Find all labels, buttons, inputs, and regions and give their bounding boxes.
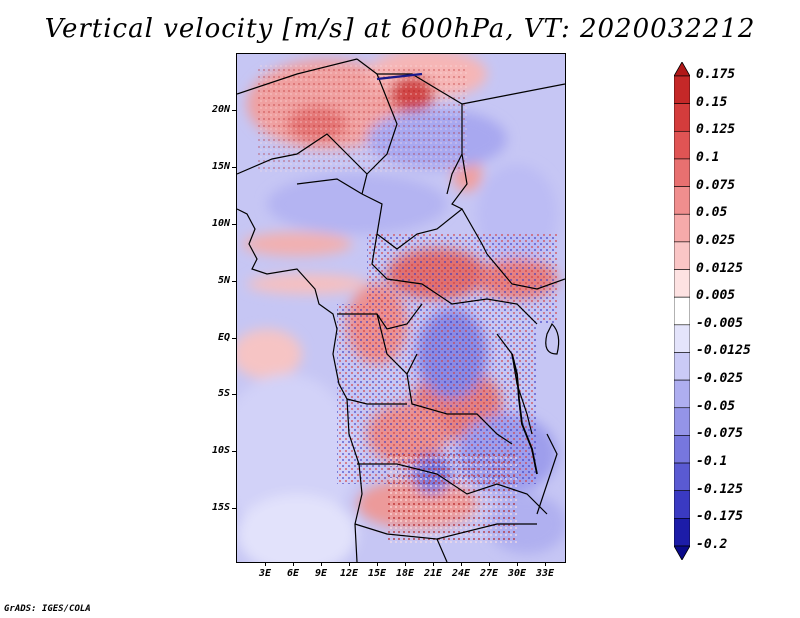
colorbar-level-label: 0.125	[696, 122, 736, 138]
lat-tick-label: 5S	[217, 388, 230, 399]
lon-tick-label: 15E	[367, 568, 387, 579]
colorbar-bin	[674, 518, 690, 547]
colorbar-level-label: -0.025	[696, 371, 743, 387]
lat-tick-mark	[232, 508, 236, 509]
colorbar-level-label: -0.1	[696, 454, 728, 470]
colorbar-level-label: -0.05	[696, 398, 736, 414]
lat-tick-label: 10N	[211, 218, 230, 229]
lon-tick-mark	[489, 562, 490, 566]
convective-speckle	[257, 64, 557, 544]
lon-tick-label: 27E	[479, 568, 499, 579]
lon-tick-mark	[461, 562, 462, 566]
lat-tick-label: 15S	[211, 502, 230, 513]
footer-credit: GrADS: IGES/COLA	[4, 604, 91, 614]
velocity-field	[237, 54, 565, 562]
lat-tick-mark	[232, 167, 236, 168]
lat-tick-label: 15N	[211, 161, 230, 172]
colorbar-level-label: -0.075	[696, 426, 743, 442]
lon-tick-mark	[517, 562, 518, 566]
coastlines-and-borders	[237, 58, 565, 562]
colorbar-level-label: 0.075	[696, 177, 736, 193]
lon-tick-label: 9E	[314, 568, 328, 579]
lon-tick-mark	[433, 562, 434, 566]
lon-tick-mark	[545, 562, 546, 566]
lon-tick-label: 12E	[339, 568, 359, 579]
colorbar-top-arrow	[674, 62, 690, 77]
colorbar-bin	[674, 296, 690, 326]
colorbar-bin	[674, 379, 690, 409]
lat-tick-mark	[232, 394, 236, 395]
colorbar-level-label: 0.175	[696, 67, 736, 82]
lat-tick-mark	[232, 281, 236, 282]
lon-tick-label: 18E	[395, 568, 415, 579]
colorbar-bin	[674, 75, 690, 104]
lon-tick-label: 33E	[535, 568, 555, 579]
colorbar-level-label: 0.05	[696, 205, 728, 221]
lat-tick-mark	[232, 224, 236, 225]
lat-tick-label: EQ	[217, 332, 230, 343]
lat-tick-mark	[232, 338, 236, 339]
colorbar-level-label: 0.1	[696, 149, 720, 165]
colorbar-bottom-arrow	[674, 545, 690, 560]
colorbar-bin	[674, 435, 690, 464]
colorbar-bin	[674, 269, 690, 298]
lon-tick-label: 6E	[286, 568, 300, 579]
colorbar-level-label: -0.005	[696, 315, 743, 331]
lon-tick-mark	[405, 562, 406, 566]
colorbar-level-label: -0.2	[696, 537, 728, 552]
colorbar-bin	[674, 490, 690, 519]
colorbar-level-label: 0.15	[696, 94, 728, 110]
colorbar-level-label: 0.025	[696, 232, 736, 248]
lon-tick-mark	[293, 562, 294, 566]
colorbar-bin	[674, 103, 690, 132]
map-plot-area[interactable]	[236, 53, 566, 563]
colorbar-bin	[674, 352, 690, 381]
colorbar-level-label: -0.0125	[696, 343, 751, 359]
lat-tick-mark	[232, 451, 236, 452]
colorbar-level-label: 0.005	[696, 288, 736, 304]
colorbar-level-label: 0.0125	[696, 260, 743, 276]
colorbar-bin	[674, 130, 690, 160]
lon-tick-mark	[349, 562, 350, 566]
colorbar-bin	[674, 241, 690, 270]
lon-tick-label: 24E	[451, 568, 471, 579]
lon-tick-label: 30E	[507, 568, 527, 579]
lat-tick-mark	[232, 110, 236, 111]
colorbar-bin	[674, 324, 690, 353]
lon-tick-mark	[377, 562, 378, 566]
lat-tick-label: 5N	[217, 275, 230, 286]
lat-tick-label: 20N	[211, 104, 230, 115]
map-title: Vertical velocity [m/s] at 600hPa, VT: 2…	[44, 14, 756, 44]
colorbar	[674, 62, 690, 560]
colorbar-bin	[674, 186, 690, 215]
lon-tick-label: 3E	[258, 568, 272, 579]
colorbar-level-label: -0.125	[696, 481, 743, 497]
colorbar-bin	[674, 462, 690, 492]
colorbar-bin	[674, 158, 690, 187]
colorbar-bin	[674, 213, 690, 243]
lon-tick-mark	[265, 562, 266, 566]
lat-tick-label: 10S	[211, 445, 230, 456]
colorbar-level-label: -0.175	[696, 509, 743, 525]
lon-tick-label: 21E	[423, 568, 443, 579]
colorbar-bin	[674, 407, 690, 436]
lon-tick-mark	[321, 562, 322, 566]
